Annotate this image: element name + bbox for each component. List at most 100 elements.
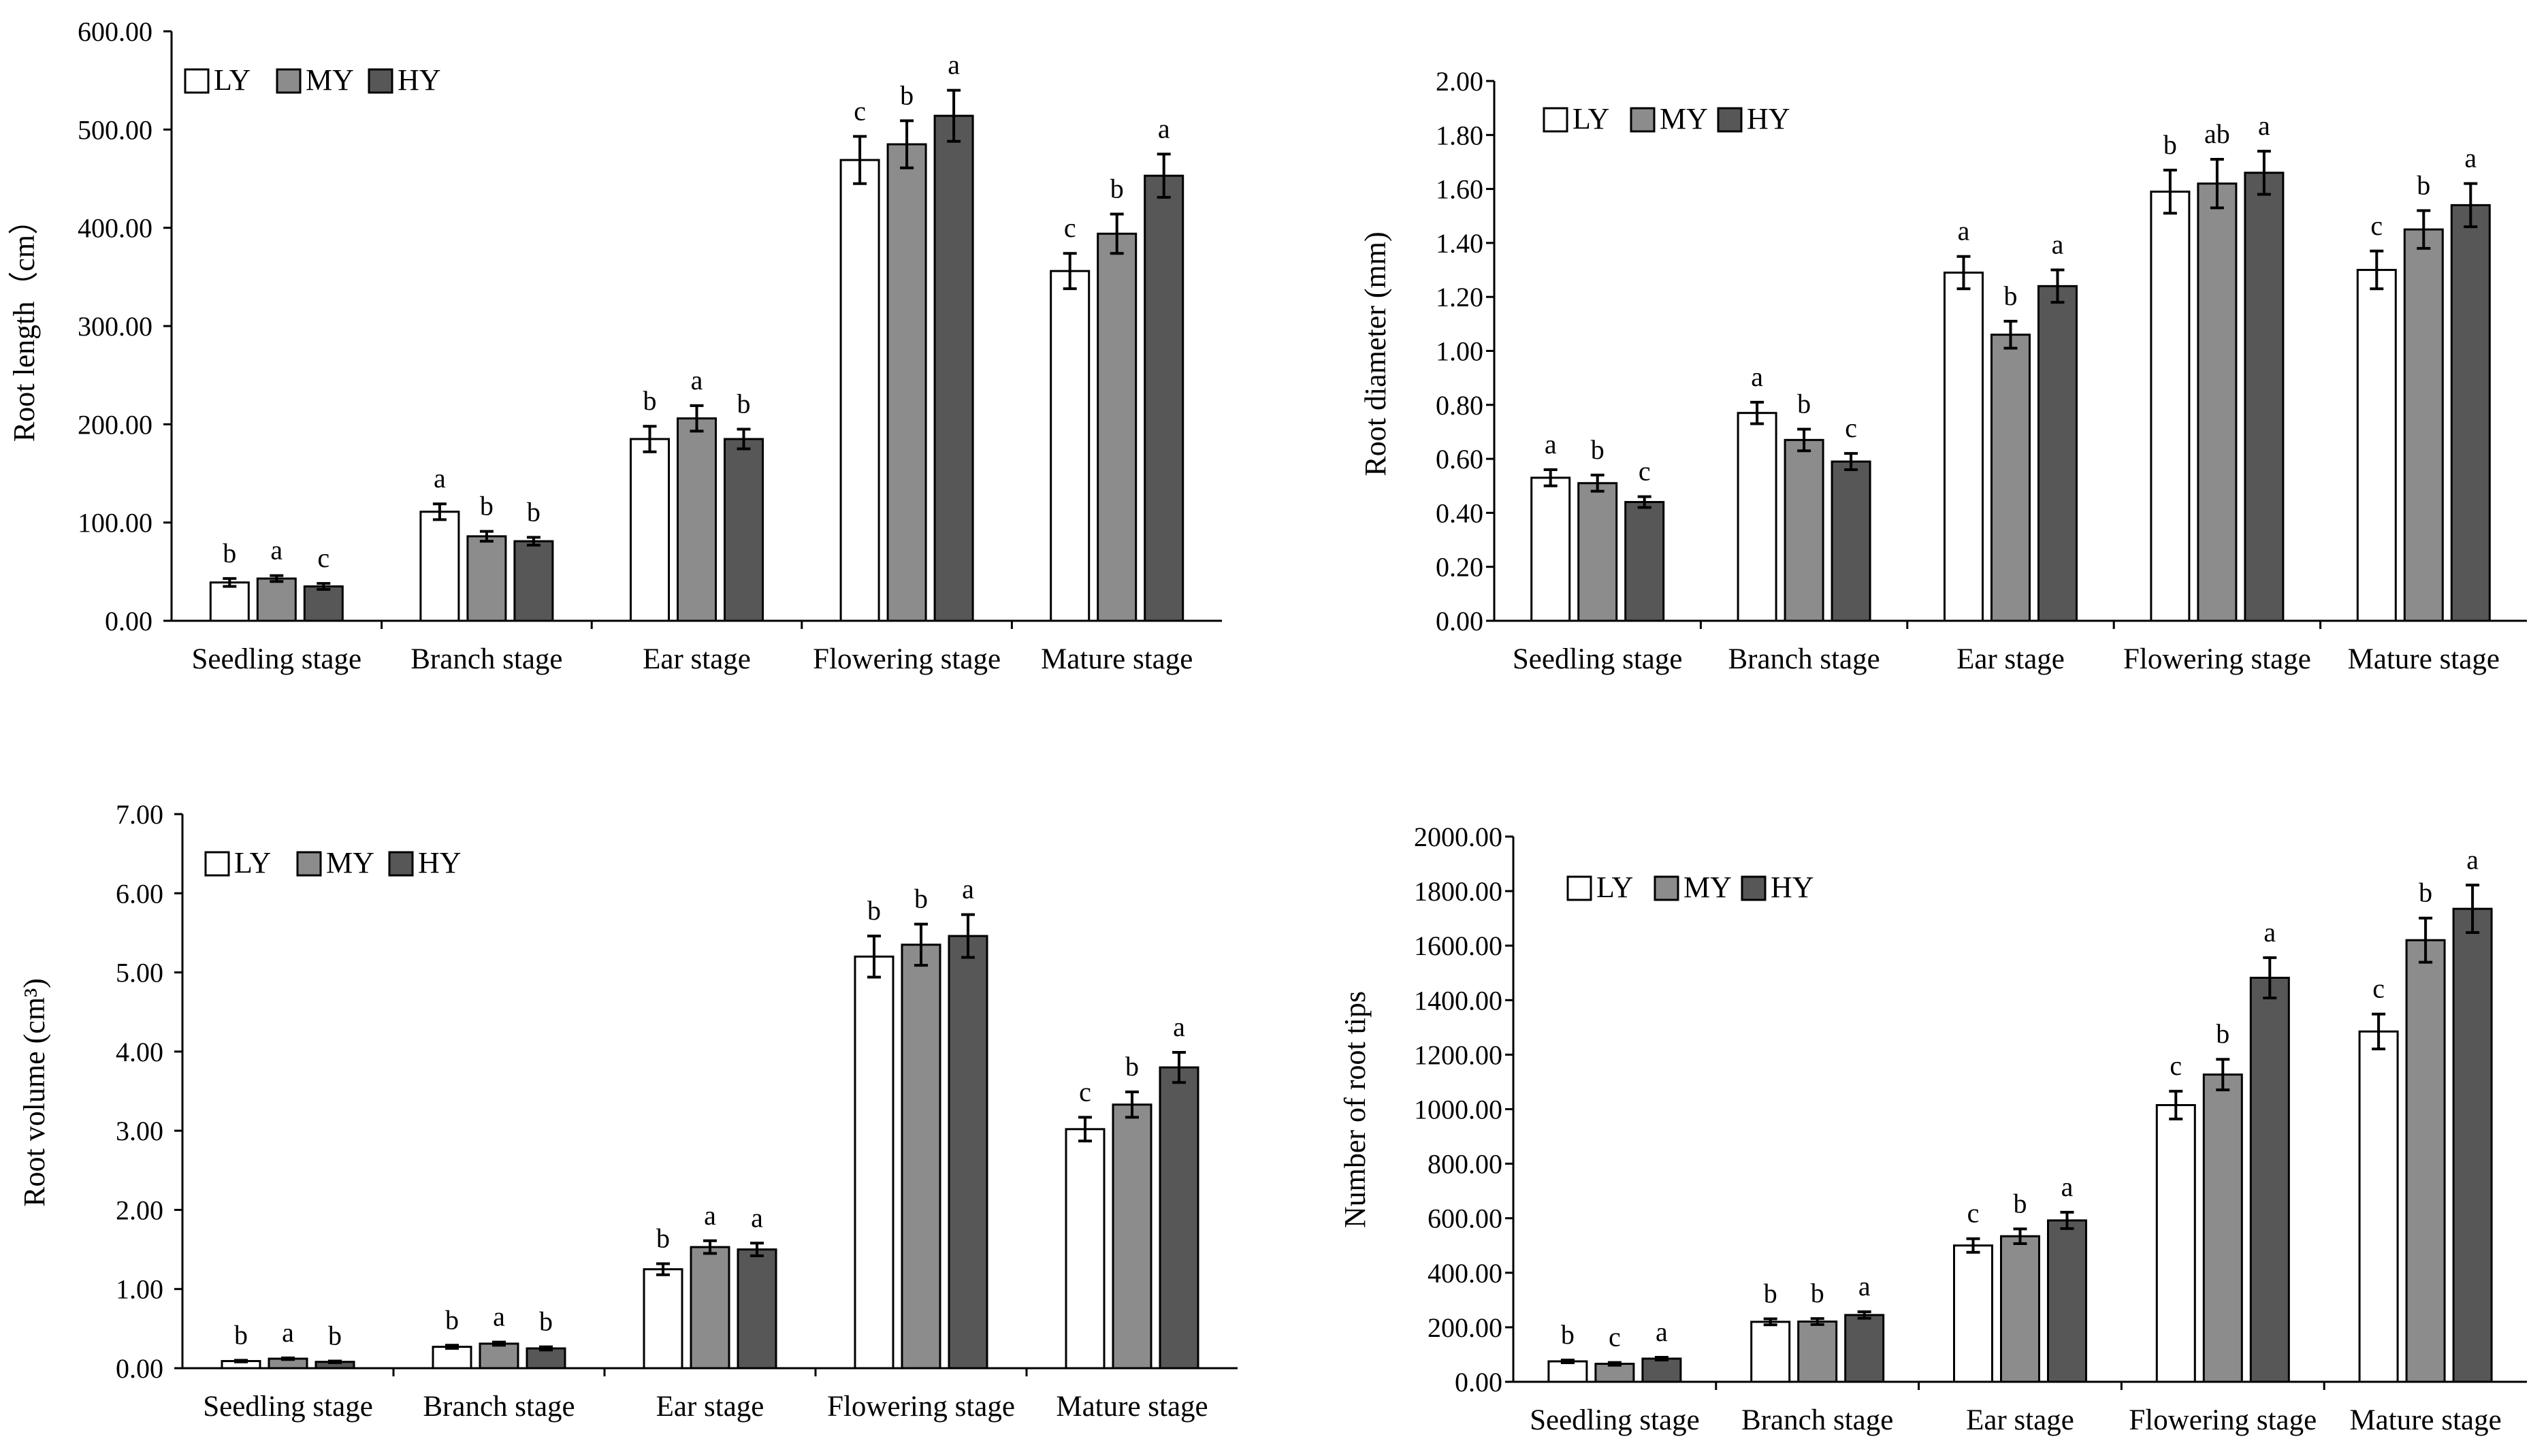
bar-hy — [513, 540, 554, 622]
bar-hy — [2249, 976, 2290, 1383]
legend-label: HY — [418, 846, 462, 879]
bar-ly — [2155, 1103, 2196, 1383]
significance-label: a — [2466, 844, 2479, 875]
significance-label: c — [1639, 456, 1651, 487]
significance-label: b — [1561, 1319, 1575, 1350]
significance-label: b — [2417, 169, 2430, 200]
significance-label: a — [704, 1200, 716, 1231]
y-tick-label: 400.00 — [78, 213, 152, 244]
y-tick-label: 7.00 — [116, 799, 163, 830]
significance-label: b — [643, 385, 657, 416]
significance-label: a — [2258, 110, 2270, 141]
category-label: Mature stage — [2348, 643, 2500, 675]
bar-my — [2000, 1235, 2040, 1383]
y-tick-label: 5.00 — [116, 958, 163, 988]
legend-label: HY — [1747, 102, 1790, 135]
significance-label: b — [2004, 280, 2018, 311]
y-tick-label: 1400.00 — [1414, 985, 1502, 1016]
legend-label: LY — [234, 846, 271, 879]
bar-ly — [839, 159, 880, 622]
y-tick-label: 400.00 — [1428, 1258, 1502, 1289]
significance-label: b — [527, 496, 541, 527]
chart-2: 0.00 0.20 0.40 0.60 0.80 1.00 1.20 1.40 1.60 1.80… — [1359, 66, 2527, 675]
y-tick-label: 200.00 — [1428, 1312, 1502, 1343]
bar-ly — [2358, 1030, 2399, 1383]
significance-label: a — [282, 1317, 294, 1348]
significance-label: b — [1811, 1278, 1824, 1308]
bar-ly — [1953, 1244, 1993, 1383]
y-axis-label: Root length（cm） — [7, 205, 41, 442]
significance-label: a — [434, 463, 446, 494]
significance-label: a — [1545, 429, 1557, 459]
bar-my — [901, 943, 941, 1370]
y-tick-label: 1600.00 — [1414, 931, 1502, 961]
significance-label: b — [2163, 129, 2177, 160]
legend-label: HY — [1771, 871, 1814, 904]
significance-label: c — [1609, 1322, 1621, 1353]
bar-hy — [724, 438, 764, 622]
significance-label: a — [691, 365, 703, 395]
significance-label: c — [1967, 1198, 1980, 1229]
bar-my — [886, 143, 927, 622]
bar-my — [1990, 334, 2031, 622]
significance-label: a — [270, 535, 283, 566]
category-label: Seedling stage — [1530, 1404, 1700, 1436]
category-label: Mature stage — [2349, 1404, 2501, 1436]
legend-swatch-hy — [1741, 875, 1767, 901]
category-label: Seedling stage — [203, 1391, 373, 1423]
y-tick-label: 0.60 — [1436, 444, 1483, 474]
y-tick-label: 0.00 — [1455, 1367, 1502, 1397]
bar-hy — [2037, 285, 2078, 622]
y-tick-label: 1800.00 — [1414, 876, 1502, 907]
bar-hy — [1144, 174, 1184, 622]
significance-label: b — [234, 1319, 248, 1350]
y-tick-label: 3.00 — [116, 1116, 163, 1146]
category-label: Branch stage — [423, 1391, 575, 1423]
y-tick-label: 0.20 — [1436, 552, 1483, 583]
bar-my — [1112, 1103, 1152, 1370]
significance-label: b — [1591, 434, 1605, 465]
legend-swatch-ly — [184, 68, 210, 94]
bar-my — [1797, 1320, 1838, 1383]
bar-ly — [1547, 1360, 1588, 1383]
significance-label: b — [445, 1304, 459, 1335]
y-tick-label: 500.00 — [78, 114, 152, 145]
bar-my — [466, 535, 507, 622]
y-tick-label: 800.00 — [1428, 1149, 1502, 1180]
bar-hy — [2047, 1219, 2087, 1383]
y-axis-label: Root diameter (mm) — [1359, 231, 1392, 476]
bar-my — [479, 1342, 519, 1370]
y-tick-label: 6.00 — [116, 878, 163, 909]
legend-label: LY — [1596, 871, 1633, 904]
significance-label: c — [1845, 412, 1857, 443]
bar-my — [1784, 438, 1824, 622]
legend-label: MY — [326, 846, 374, 879]
legend-swatch-my — [296, 851, 322, 877]
bar-hy — [2450, 204, 2491, 622]
significance-label: a — [1751, 361, 1763, 392]
significance-label: ab — [2204, 118, 2230, 149]
bar-ly — [1750, 1321, 1791, 1383]
y-tick-label: 600.00 — [78, 16, 152, 47]
significance-label: a — [1656, 1316, 1668, 1347]
y-tick-label: 0.00 — [105, 606, 152, 636]
y-tick-label: 1200.00 — [1414, 1039, 1502, 1070]
category-label: Branch stage — [1728, 643, 1880, 675]
significance-label: a — [1858, 1271, 1871, 1301]
bar-hy — [737, 1248, 777, 1370]
category-label: Flowering stage — [2123, 643, 2311, 675]
bar-hy — [2244, 172, 2285, 622]
y-axis-label: Root volume (cm³) — [18, 978, 51, 1207]
bar-my — [1577, 482, 1618, 622]
legend-swatch-ly — [1543, 107, 1568, 133]
bar-my — [2197, 182, 2238, 622]
chart-1: 0.00 100.00 200.00 300.00 400.00 500.00 600.00… — [7, 16, 1222, 675]
bar-my — [256, 577, 297, 622]
significance-label: c — [1079, 1076, 1091, 1107]
y-tick-label: 2.00 — [116, 1195, 163, 1225]
category-label: Flowering stage — [813, 643, 1001, 675]
significance-label: b — [737, 389, 751, 419]
y-tick-label: 1000.00 — [1414, 1095, 1502, 1125]
significance-label: a — [1158, 113, 1170, 144]
significance-label: a — [493, 1301, 505, 1332]
